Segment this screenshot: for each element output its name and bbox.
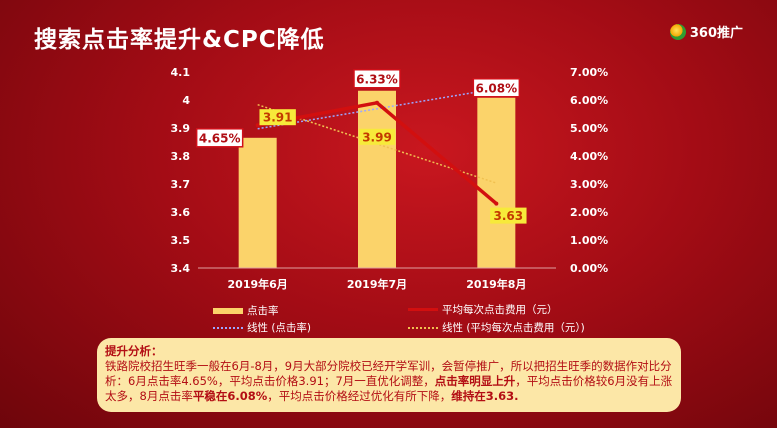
analysis-box: 提升分析： 铁路院校招生旺季一般在6月-8月，9月大部分院校已经开学军训，会暂停… (97, 338, 681, 412)
bar-data-label-box (353, 69, 401, 89)
bar-data-label: 6.08% (476, 81, 518, 95)
y-right-tick-label: 1.00% (570, 234, 608, 247)
line-data-label: 3.99 (362, 130, 392, 144)
line-point (255, 123, 260, 128)
y-right-tick-label: 0.00% (570, 262, 608, 275)
bar (477, 97, 516, 268)
analysis-highlight-1: 点击率明显上升 (434, 374, 516, 388)
y-left-tick-label: 3.6 (171, 206, 191, 219)
line-data-label-box (490, 207, 527, 224)
line-data-label-box (358, 128, 396, 145)
legend-bar-swatch (213, 307, 243, 314)
y-right-tick-label: 7.00% (570, 66, 608, 79)
legend-trend-ctr: 线性 (点击率) (213, 320, 311, 335)
analysis-text: 铁路院校招生旺季一般在6月-8月，9月大部分院校已经开学军训，会暂停推广，所以把… (105, 359, 673, 404)
brand: 360推广 (669, 22, 743, 41)
x-tick-label: 2019年7月 (347, 277, 407, 291)
legend-trend-ctr-label: 线性 (点击率) (247, 322, 312, 334)
bar-data-label-box (472, 78, 521, 98)
y-left-tick-label: 3.8 (171, 150, 191, 163)
legend-trend-cpc: 线性 (平均每次点击费用（元）) (408, 320, 585, 335)
y-right-tick-label: 4.00% (570, 150, 608, 163)
legend-bar-label: 点击率 (247, 305, 279, 317)
line-data-label: 3.91 (263, 111, 293, 125)
analysis-highlight-3: 维持在3.63. (451, 389, 519, 403)
brand-label: 360推广 (689, 26, 743, 41)
bar (358, 90, 396, 268)
legend-trend-ctr-swatch (213, 326, 243, 329)
bar-data-label: 6.33% (356, 72, 398, 86)
bar-data-label-box (195, 128, 244, 148)
y-right-tick-label: 2.00% (570, 206, 608, 219)
legend-trend-cpc-label: 线性 (平均每次点击费用（元）) (442, 322, 585, 334)
analysis-text-3: ，平均点击价格经过优化有所下降， (267, 389, 452, 403)
legend-line: 平均每次点击费用（元） (408, 302, 558, 317)
analysis-highlight-2: 平稳在6.08% (192, 389, 268, 403)
page-title: 搜索点击率提升&CPC降低 (34, 27, 325, 53)
line-point (494, 201, 499, 206)
bar-data-label: 4.65% (199, 131, 241, 145)
x-tick-label: 2019年6月 (228, 277, 288, 291)
analysis-text-1: 铁路院校招生旺季一般在6月-8月，9月大部分院校已经开学军训，会暂停推广，所以把… (105, 359, 672, 388)
y-right-tick-label: 3.00% (570, 178, 608, 191)
y-left-tick-label: 3.7 (171, 178, 191, 191)
y-right-tick-label: 6.00% (570, 94, 608, 107)
legend-trend-cpc-swatch (408, 326, 438, 329)
line-data-label-box (259, 109, 296, 126)
y-left-tick-label: 3.4 (171, 262, 191, 275)
y-left-tick-label: 3.9 (171, 122, 191, 135)
legend-line-swatch (408, 308, 438, 311)
legend-line-label: 平均每次点击费用（元） (442, 304, 558, 316)
360-logo-icon (669, 23, 686, 40)
x-tick-label: 2019年8月 (466, 277, 526, 291)
trendline-ctr (257, 88, 497, 130)
y-left-tick-label: 3.5 (171, 234, 191, 247)
y-left-tick-label: 4 (182, 94, 190, 107)
legend-bar: 点击率 (213, 303, 279, 318)
analysis-text-2: ，平均点击价格较6月没有上涨太多，8月点击率 (105, 374, 673, 403)
y-right-tick-label: 5.00% (570, 122, 608, 135)
analysis-heading: 提升分析： (105, 344, 163, 358)
y-left-tick-label: 4.1 (171, 66, 191, 79)
bar (238, 137, 277, 268)
line-point (375, 100, 379, 105)
line-data-label: 3.63 (494, 209, 524, 223)
